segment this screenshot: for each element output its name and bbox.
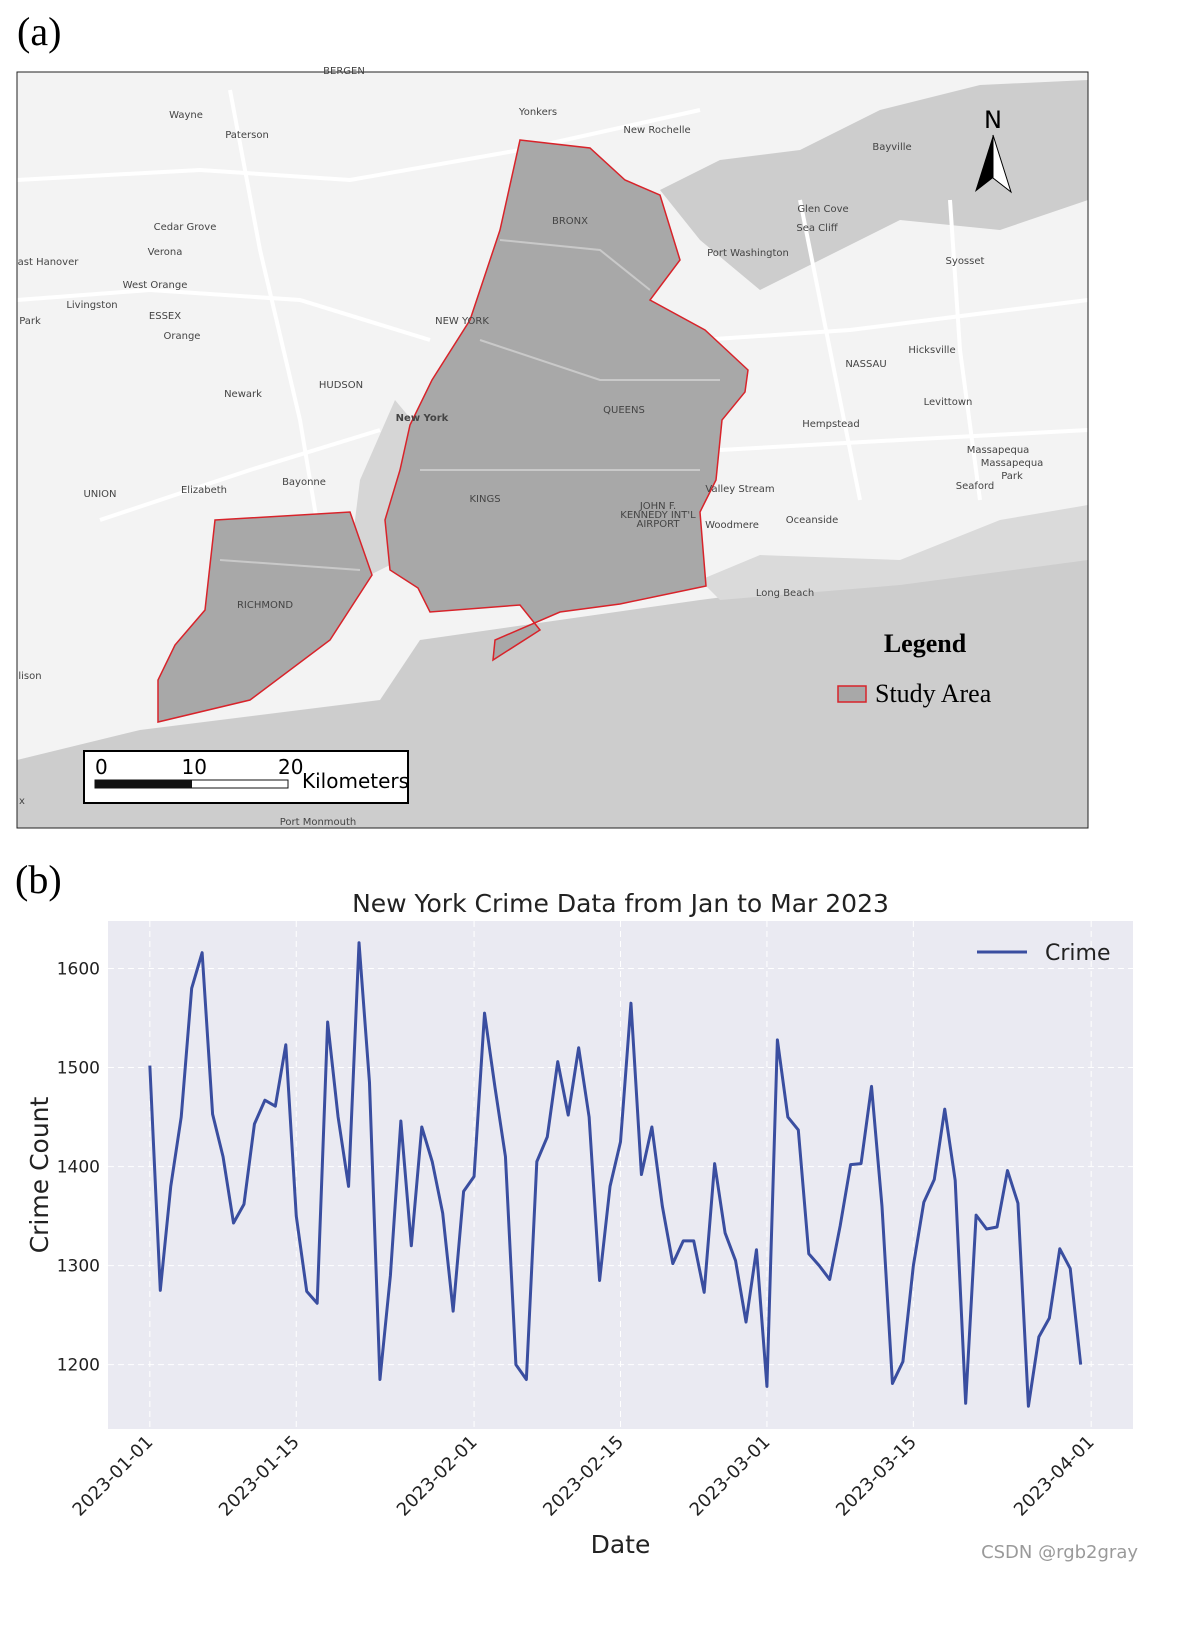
place-labels: BERGEN Wayne Paterson Yonkers New Rochel… [18, 66, 1044, 828]
x-tick-label: 2023-02-15 [539, 1432, 628, 1521]
place-label: West Orange [123, 280, 188, 291]
place-label: Park [19, 316, 41, 327]
place-label: Hempstead [802, 419, 860, 430]
place-label: Port Washington [707, 248, 789, 259]
place-label: x [19, 796, 25, 807]
scale-unit: Kilometers [302, 769, 409, 793]
y-tick-label: 1200 [57, 1356, 100, 1376]
x-tick-label: 2023-03-01 [686, 1432, 775, 1521]
place-label: Glen Cove [797, 204, 848, 215]
borough-roads [219, 239, 720, 571]
y-axis-label: Crime Count [25, 1097, 54, 1254]
place-label: UNION [83, 489, 116, 500]
place-label: Bayville [872, 142, 911, 153]
place-label: Park [1001, 471, 1023, 482]
place-label: BERGEN [323, 66, 365, 77]
place-label: Paterson [225, 130, 269, 141]
place-label: BRONX [552, 216, 588, 227]
panel-label: (b) [15, 857, 62, 902]
place-label: Sea Cliff [796, 223, 838, 234]
x-tick-label: 2023-02-01 [393, 1432, 482, 1521]
place-label: lison [18, 671, 41, 682]
place-label: Livingston [66, 300, 117, 311]
place-label: Seaford [956, 481, 995, 492]
place-label: RICHMOND [237, 600, 293, 611]
arrow-left [975, 135, 993, 192]
place-label: Massapequa [981, 458, 1044, 469]
data-line [148, 941, 1083, 1408]
place-label: Levittown [924, 397, 973, 408]
chart-title: New York Crime Data from Jan to Mar 2023 [352, 889, 889, 918]
y-tick-label: 1500 [57, 1059, 100, 1079]
place-label: KINGS [469, 494, 500, 505]
scale-segment [94, 779, 192, 789]
map-frame [16, 71, 1089, 829]
place-label: Long Beach [756, 588, 814, 599]
x-tick-label: 2023-04-01 [1010, 1432, 1099, 1521]
place-label: New Rochelle [623, 125, 690, 136]
place-label: Wayne [169, 110, 203, 121]
scale-segment [191, 779, 289, 789]
x-tick-label: 2023-01-01 [69, 1432, 158, 1521]
study-area-nyc [384, 139, 749, 662]
sound [660, 80, 1088, 290]
place-label: HUDSON [319, 380, 363, 391]
place-label: NASSAU [845, 359, 886, 370]
place-label: ast Hanover [18, 257, 80, 268]
place-label: Elizabeth [181, 485, 227, 496]
place-label: Yonkers [518, 107, 557, 118]
chart: New York Crime Data from Jan to Mar 2023… [25, 889, 1133, 1559]
scale-tick-label: 0 [95, 755, 108, 779]
legend-label: Crime [1045, 941, 1110, 966]
x-tick-label: 2023-01-15 [215, 1432, 304, 1521]
place-label: Bayonne [282, 477, 326, 488]
place-label: New York [396, 413, 449, 424]
place-label: Valley Stream [705, 484, 774, 495]
north-label: N [984, 106, 1002, 134]
scale-box [83, 750, 409, 804]
scale-tick-label: 10 [182, 755, 207, 779]
legend-label: Study Area [875, 679, 992, 708]
map: BERGEN Wayne Paterson Yonkers New Rochel… [16, 66, 1089, 829]
watermark: CSDN @rgb2gray [981, 1542, 1138, 1563]
place-label: Hicksville [908, 345, 955, 356]
place-label: Orange [164, 331, 201, 342]
place-label: Massapequa [967, 445, 1030, 456]
north-arrow: N [975, 106, 1012, 194]
legend-title: Legend [884, 629, 967, 658]
scale-tick-label: 20 [278, 755, 303, 779]
y-tick-label: 1300 [57, 1257, 100, 1277]
place-label: Woodmere [705, 520, 759, 531]
roads [17, 89, 1088, 601]
place-label: Port Monmouth [280, 817, 357, 828]
panel-label: (a) [17, 9, 61, 54]
legend-swatch [837, 685, 867, 703]
place-label: Verona [148, 247, 183, 258]
study-area-richmond [157, 511, 373, 723]
barrier-island [700, 505, 1088, 600]
place-label: JOHN F. [639, 501, 676, 512]
place-label: Cedar Grove [154, 222, 217, 233]
place-label: Oceanside [786, 515, 838, 526]
place-label: NEW YORK [435, 316, 489, 327]
place-label: QUEENS [603, 405, 645, 416]
place-label: KENNEDY INT'L [620, 510, 696, 521]
place-label: Newark [224, 389, 262, 400]
x-tick-label: 2023-03-15 [832, 1432, 921, 1521]
place-label: AIRPORT [637, 519, 681, 530]
place-label: Syosset [946, 256, 985, 267]
place-label: ESSEX [149, 311, 181, 322]
y-tick-label: 1600 [57, 960, 100, 980]
y-tick-label: 1400 [57, 1158, 100, 1178]
x-axis-label: Date [591, 1530, 651, 1559]
